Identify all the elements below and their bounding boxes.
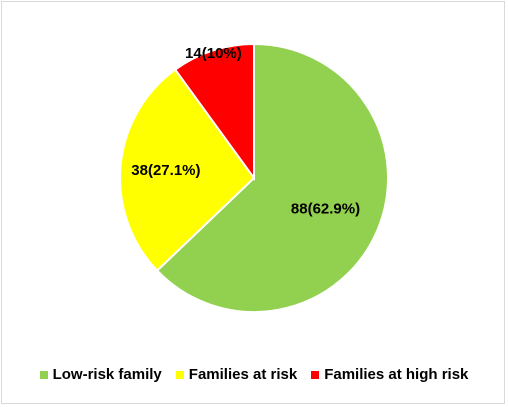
legend-label-high-risk: Families at high risk: [324, 366, 469, 383]
data-label-families-at-high-risk: 14(10%): [185, 45, 242, 62]
legend-swatch-high-risk: [311, 370, 320, 379]
legend: Low-risk family Families at risk Familie…: [0, 366, 508, 383]
legend-item-at-risk: Families at risk: [175, 366, 298, 383]
legend-item-high-risk: Families at high risk: [311, 366, 468, 383]
legend-label-low-risk: Low-risk family: [52, 366, 162, 383]
legend-swatch-at-risk: [175, 370, 184, 379]
data-label-families-at-risk: 38(27.1%): [131, 162, 200, 179]
pie-slice-families-at-risk: [119, 68, 256, 273]
pie-slice-families-at-high-risk: [173, 42, 255, 182]
legend-swatch-low-risk: [39, 370, 48, 379]
legend-item-low-risk: Low-risk family: [39, 366, 162, 383]
data-label-low-risk-family: 88(62.9%): [291, 201, 360, 218]
legend-label-at-risk: Families at risk: [188, 366, 298, 383]
pie-slice-low-risk-family: [155, 42, 390, 313]
